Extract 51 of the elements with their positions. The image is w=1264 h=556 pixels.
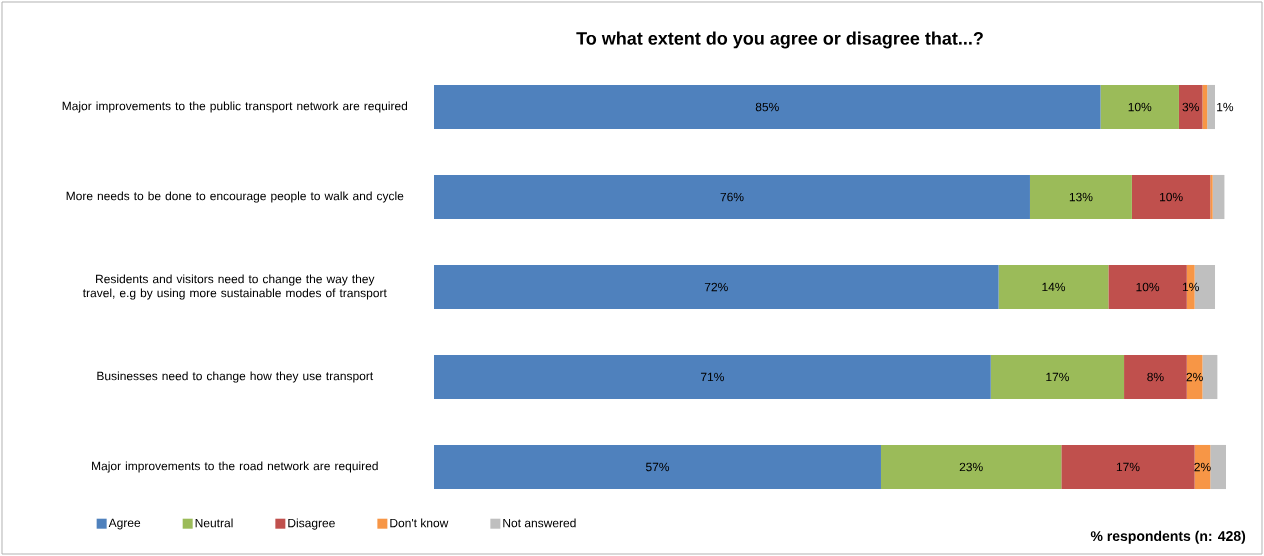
bar [1210, 174, 1213, 220]
legend-label: Neutral [195, 518, 233, 528]
data-label: 1% [1217, 102, 1234, 112]
bar [1207, 84, 1216, 130]
data-label: 85% [755, 102, 779, 112]
legend-label: Disagree [288, 518, 335, 530]
data-label: 14% [1042, 282, 1066, 292]
bar [434, 264, 999, 310]
text: % respondents (n: 428) [1090, 530, 1246, 544]
bar [1202, 84, 1208, 130]
bar [434, 354, 991, 400]
data-label: 2% [1186, 372, 1203, 382]
legend-label: Agree [108, 518, 141, 530]
data-label: 23% [959, 462, 983, 472]
data-label: 72% [704, 282, 728, 292]
data-label: 10% [1160, 192, 1183, 202]
bar [998, 264, 1109, 310]
data-label: 13% [1069, 192, 1093, 202]
bar [880, 444, 1062, 490]
data-label: 57% [645, 462, 670, 472]
bar [1124, 354, 1187, 400]
data-label: 8% [1147, 372, 1164, 382]
data-label: 71% [700, 372, 724, 382]
data-label: 76% [720, 192, 744, 202]
legend-label: Not answered [503, 518, 576, 528]
data-label: 10% [1136, 282, 1160, 292]
y-tick-label: Major improvements to the public transport network are required [62, 101, 408, 113]
bar [1202, 354, 1218, 400]
y-tick-label: Major improvements to the road network are required [92, 461, 378, 473]
legend-label: Don't know [390, 518, 449, 528]
data-label: 2% [1194, 462, 1211, 472]
y-tick-label: Residents and visitors need to change the way they travel, e.g by using more sustainable modes of transport [82, 274, 387, 300]
chart-title: To what extent do you agree or disagree that...? [576, 31, 983, 49]
bar [434, 174, 1030, 220]
data-label: 17% [1116, 462, 1140, 472]
bar [434, 84, 1101, 130]
bar [1061, 444, 1195, 490]
data-label: 1% [1182, 282, 1199, 292]
y-tick-label: More needs to be done to encourage people to walk and cycle [66, 191, 404, 203]
bar [1212, 174, 1225, 220]
bar [1210, 444, 1226, 490]
data-label: 3% [1182, 102, 1199, 112]
bar [990, 354, 1125, 400]
data-label: 10% [1128, 102, 1152, 112]
bar [1100, 84, 1179, 130]
data-label: 17% [1046, 372, 1069, 382]
bar [1131, 174, 1211, 220]
bar [1178, 84, 1203, 130]
y-tick-label: Businesses need to change how they use transport [97, 371, 374, 383]
bar [434, 444, 881, 490]
bar [1029, 174, 1132, 220]
